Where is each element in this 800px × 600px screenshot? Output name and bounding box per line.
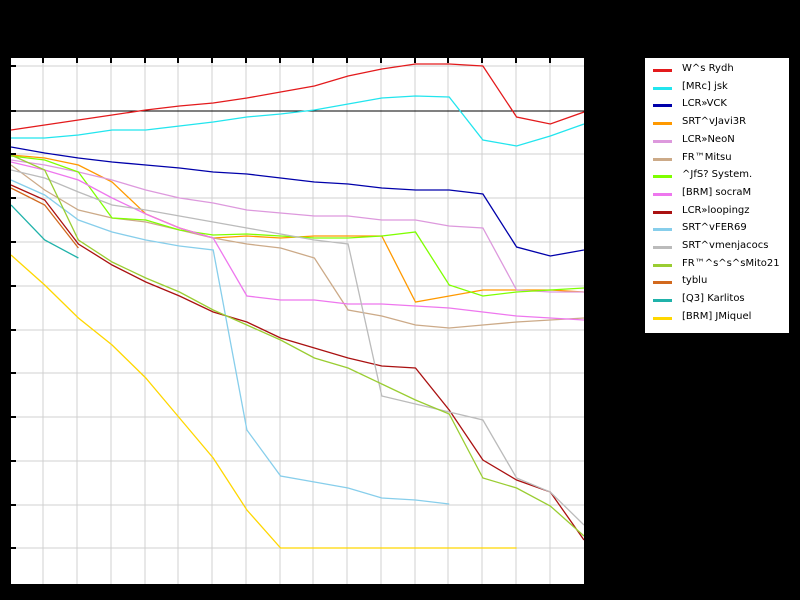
legend-swatch — [653, 86, 672, 90]
legend-label: FR™Mitsu — [682, 151, 732, 163]
x-axis-tick — [76, 58, 78, 63]
legend-swatch — [653, 69, 672, 72]
legend-label: SRT^vFER69 — [682, 222, 747, 234]
y-axis-tick — [11, 416, 16, 418]
chart-plot-area — [11, 58, 584, 584]
series-line — [11, 187, 79, 249]
line-chart — [11, 58, 584, 584]
y-axis-tick — [11, 197, 16, 199]
y-axis-tick — [11, 241, 16, 243]
legend-swatch — [653, 210, 672, 214]
x-axis-tick — [549, 58, 551, 63]
legend-label: tyblu — [682, 275, 708, 287]
x-axis-tick — [279, 58, 281, 63]
x-axis-tick — [177, 58, 179, 63]
legend-swatch — [653, 316, 672, 320]
x-axis-tick — [42, 58, 44, 63]
series-line — [11, 63, 584, 131]
y-axis-tick — [11, 110, 16, 112]
legend-label: LCR»NeoN — [682, 133, 735, 145]
x-axis-tick — [481, 58, 483, 63]
legend-swatch — [653, 192, 672, 196]
y-axis-tick — [11, 153, 16, 155]
legend-swatch — [653, 122, 672, 126]
legend-label: ^JfS? System. — [682, 169, 753, 181]
legend-swatch — [653, 175, 672, 179]
legend-swatch — [653, 246, 672, 249]
x-axis-tick — [144, 58, 146, 63]
legend-label: [Q3] Karlitos — [682, 293, 745, 305]
legend-item: [BRM] JMiquel — [645, 310, 789, 328]
legend-label: [BRM] socraM — [682, 186, 752, 198]
legend-item: [MRc] jsk — [645, 80, 789, 98]
y-axis-tick — [11, 65, 16, 67]
chart-legend: W^s Rydh [MRc] jsk LCR»VCK SRT^vJavi3R LCR»N… — [645, 58, 789, 333]
legend-item: LCR»NeoN — [645, 133, 789, 151]
series-line — [11, 154, 584, 537]
legend-item: W^s Rydh — [645, 62, 789, 80]
series-line — [11, 164, 584, 329]
legend-item: SRT^vmenjacocs — [645, 239, 789, 257]
legend-swatch — [653, 263, 672, 267]
series-line — [11, 184, 584, 541]
x-axis-tick — [245, 58, 247, 63]
legend-swatch — [653, 157, 672, 161]
legend-swatch — [653, 228, 672, 232]
legend-item: tyblu — [645, 274, 789, 292]
y-axis-tick — [11, 329, 16, 331]
legend-item: FR™Mitsu — [645, 151, 789, 169]
x-axis-tick — [211, 58, 213, 63]
legend-label: [MRc] jsk — [682, 80, 728, 92]
y-axis-tick — [11, 504, 16, 506]
x-axis-tick — [346, 58, 348, 63]
y-axis-tick — [11, 285, 16, 287]
legend-swatch — [653, 299, 672, 303]
legend-item: SRT^vFER69 — [645, 221, 789, 239]
legend-swatch — [653, 281, 672, 285]
legend-item: SRT^vJavi3R — [645, 115, 789, 133]
x-axis-tick — [312, 58, 314, 63]
x-axis-tick — [515, 58, 517, 63]
x-axis-tick — [447, 58, 449, 63]
y-axis-tick — [11, 547, 16, 549]
series-line — [11, 204, 79, 259]
legend-item: ^JfS? System. — [645, 168, 789, 186]
y-axis-tick — [11, 372, 16, 374]
legend-item: [BRM] socraM — [645, 186, 789, 204]
legend-label: W^s Rydh — [682, 63, 734, 74]
legend-item: LCR»loopingz — [645, 204, 789, 222]
legend-item: LCR»VCK — [645, 97, 789, 115]
legend-item: [Q3] Karlitos — [645, 292, 789, 310]
series-line — [11, 161, 584, 321]
series-line — [11, 179, 450, 505]
series-line — [11, 169, 584, 526]
x-axis-tick — [110, 58, 112, 63]
legend-label: LCR»loopingz — [682, 204, 750, 216]
series-line — [11, 146, 584, 257]
x-axis-tick — [414, 58, 416, 63]
y-axis-tick — [11, 460, 16, 462]
series-line — [11, 254, 517, 549]
legend-swatch — [653, 139, 672, 143]
legend-label: SRT^vmenjacocs — [682, 240, 769, 251]
legend-swatch — [653, 104, 672, 108]
series-line — [11, 95, 584, 147]
legend-label: SRT^vJavi3R — [682, 116, 747, 128]
legend-label: FR™^s^s^sMito21 — [682, 257, 780, 269]
x-axis-tick — [380, 58, 382, 63]
series-line — [11, 159, 584, 293]
legend-label: [BRM] JMiquel — [682, 310, 752, 322]
legend-item: FR™^s^s^sMito21 — [645, 257, 789, 275]
legend-label: LCR»VCK — [682, 98, 727, 110]
